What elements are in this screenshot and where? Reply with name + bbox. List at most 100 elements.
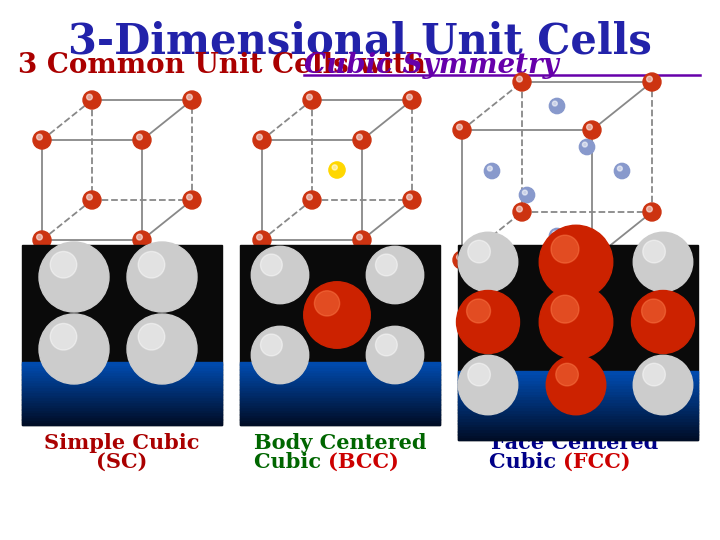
Circle shape: [634, 232, 693, 292]
Text: Cubic Symmetry: Cubic Symmetry: [304, 52, 559, 79]
Circle shape: [552, 231, 557, 236]
Circle shape: [642, 299, 665, 323]
Circle shape: [647, 206, 652, 212]
Bar: [458, 385, 698, 388]
Bar: [22, 404, 222, 407]
Circle shape: [261, 254, 282, 276]
Circle shape: [83, 91, 101, 109]
Circle shape: [253, 131, 271, 149]
Circle shape: [39, 314, 109, 384]
Circle shape: [539, 225, 613, 299]
Circle shape: [50, 323, 77, 350]
Circle shape: [651, 375, 684, 407]
Circle shape: [329, 162, 345, 178]
Bar: [240, 374, 440, 377]
Text: Cubic: Cubic: [253, 452, 328, 472]
Bar: [458, 380, 698, 383]
Circle shape: [546, 355, 606, 415]
Bar: [458, 434, 698, 437]
Circle shape: [137, 134, 143, 140]
Text: (FCC): (FCC): [563, 452, 631, 472]
Circle shape: [456, 124, 462, 130]
Circle shape: [647, 76, 652, 82]
Circle shape: [138, 323, 165, 350]
Circle shape: [353, 131, 371, 149]
Bar: [240, 394, 440, 397]
Circle shape: [580, 139, 595, 154]
Circle shape: [468, 363, 490, 386]
Bar: [240, 407, 440, 410]
Bar: [22, 369, 222, 372]
Circle shape: [552, 101, 557, 106]
Bar: [22, 384, 222, 387]
Text: Simple Cubic: Simple Cubic: [44, 433, 199, 453]
Circle shape: [562, 309, 602, 349]
Bar: [458, 390, 698, 394]
Bar: [240, 422, 440, 425]
Circle shape: [269, 345, 300, 376]
Circle shape: [453, 121, 471, 139]
Circle shape: [631, 291, 695, 354]
Circle shape: [307, 194, 312, 200]
Bar: [22, 361, 222, 365]
Bar: [240, 369, 440, 372]
Circle shape: [376, 334, 397, 356]
Circle shape: [453, 251, 471, 269]
Text: (SC): (SC): [96, 452, 148, 472]
Bar: [22, 374, 222, 377]
Circle shape: [407, 194, 413, 200]
Circle shape: [513, 73, 531, 91]
Bar: [22, 402, 222, 405]
Bar: [458, 245, 698, 440]
Circle shape: [583, 121, 601, 139]
Circle shape: [403, 191, 421, 209]
Circle shape: [384, 265, 415, 296]
Bar: [240, 404, 440, 407]
Circle shape: [523, 190, 527, 195]
Circle shape: [519, 187, 535, 202]
Circle shape: [458, 355, 518, 415]
Bar: [22, 397, 222, 400]
Circle shape: [183, 91, 201, 109]
Bar: [240, 392, 440, 395]
Circle shape: [60, 265, 99, 303]
Bar: [458, 377, 698, 380]
Circle shape: [86, 94, 92, 100]
Bar: [22, 417, 222, 420]
Bar: [458, 399, 698, 402]
Circle shape: [183, 191, 201, 209]
Circle shape: [614, 163, 630, 179]
Bar: [240, 412, 440, 415]
Bar: [22, 379, 222, 382]
Circle shape: [517, 76, 523, 82]
Circle shape: [186, 94, 192, 100]
Bar: [458, 388, 698, 391]
Bar: [458, 415, 698, 418]
Circle shape: [456, 291, 520, 354]
Bar: [240, 384, 440, 387]
Bar: [458, 426, 698, 429]
Circle shape: [251, 326, 309, 384]
Circle shape: [650, 311, 685, 346]
Circle shape: [37, 134, 42, 140]
Circle shape: [539, 285, 613, 359]
Bar: [458, 409, 698, 413]
Text: (BCC): (BCC): [328, 452, 399, 472]
Bar: [240, 389, 440, 392]
Bar: [458, 431, 698, 435]
Circle shape: [332, 165, 338, 170]
Circle shape: [324, 303, 360, 340]
Bar: [22, 394, 222, 397]
Circle shape: [476, 252, 509, 285]
Circle shape: [468, 240, 490, 263]
Circle shape: [37, 234, 42, 240]
Bar: [240, 402, 440, 405]
Circle shape: [356, 234, 362, 240]
Circle shape: [651, 252, 684, 285]
Circle shape: [549, 98, 564, 113]
Circle shape: [256, 234, 262, 240]
Circle shape: [475, 311, 510, 346]
Circle shape: [86, 194, 92, 200]
Bar: [240, 364, 440, 367]
Bar: [22, 414, 222, 417]
